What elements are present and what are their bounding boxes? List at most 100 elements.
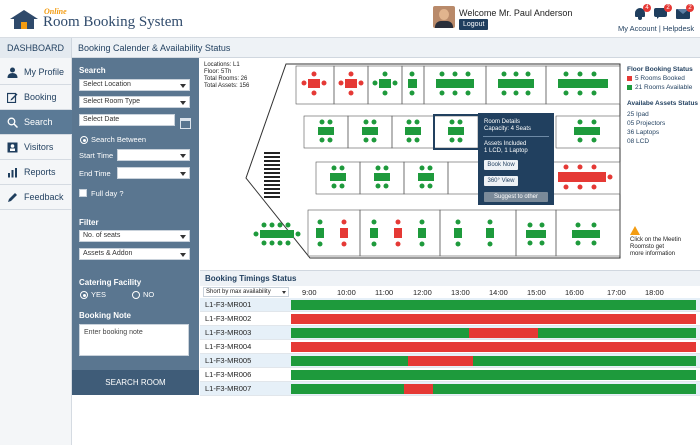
floor-booking-status-title: Floor Booking Status [627, 66, 693, 73]
sidebar-item-booking[interactable]: Booking [0, 85, 72, 110]
end-time-select[interactable] [117, 167, 190, 179]
legend-available-label: 21 Rooms Available [635, 84, 693, 91]
app-header: Online Room Booking System Welcome Mr. P… [0, 0, 700, 38]
timing-row[interactable]: L1-F3-MR001 [200, 298, 700, 312]
search-between-label: Search Between [91, 135, 147, 144]
avatar[interactable] [433, 6, 455, 28]
room-code: L1-F3-MR006 [205, 370, 252, 379]
timing-row[interactable]: L1-F3-MR006 [200, 368, 700, 382]
time-tick: 10:00 [337, 288, 356, 297]
asset-projectors: 05 Projectors [627, 120, 666, 127]
room-type-select[interactable]: Select Room Type [79, 96, 190, 108]
assets-select[interactable]: Assets & Addon [79, 248, 190, 260]
timing-row[interactable]: L1-F3-MR002 [200, 312, 700, 326]
book-now-button[interactable]: Book Now [484, 160, 518, 170]
available-segment[interactable] [291, 370, 696, 380]
sort-select[interactable]: Short by max availability [203, 287, 289, 297]
start-time-label: Start Time [79, 151, 114, 160]
timing-bar[interactable] [291, 342, 696, 352]
start-time-select[interactable] [117, 149, 190, 161]
date-input[interactable]: Select Date [79, 114, 175, 126]
timing-bar[interactable] [291, 300, 696, 310]
dashboard-label[interactable]: DASHBOARD [0, 38, 72, 58]
sidebar-item-reports[interactable]: Reports [0, 160, 72, 185]
timing-bar[interactable] [291, 384, 696, 394]
app-logo[interactable]: Online Room Booking System [10, 6, 183, 32]
available-segment[interactable] [473, 356, 696, 366]
mail-icon[interactable]: 2 [676, 4, 694, 20]
sidebar-item-search[interactable]: Search [0, 110, 72, 135]
mail-badge: 2 [686, 4, 694, 12]
available-segment[interactable] [291, 300, 696, 310]
room-code: L1-F3-MR007 [205, 384, 252, 393]
booking-timings-title: Booking Timings Status [205, 274, 297, 283]
warning-line: Roomsto get [630, 244, 665, 250]
catering-yes-radio[interactable] [80, 291, 88, 299]
booked-segment[interactable] [291, 342, 696, 352]
timing-row[interactable]: L1-F3-MR005 [200, 354, 700, 368]
calendar-icon[interactable] [180, 118, 191, 129]
sidebar-item-feedback[interactable]: Feedback [0, 185, 72, 210]
sidebar-item-label: Search [24, 117, 53, 127]
available-segment[interactable] [291, 384, 405, 394]
sidebar-item-visitors[interactable]: Visitors [0, 135, 72, 160]
timing-bar[interactable] [291, 328, 696, 338]
sidebar-item-label: Reports [24, 167, 56, 177]
seats-select[interactable]: No. of seats [79, 230, 190, 242]
available-segment[interactable] [538, 328, 696, 338]
timing-row[interactable]: L1-F3-MR004 [200, 340, 700, 354]
timing-row[interactable]: L1-F3-MR003 [200, 326, 700, 340]
time-tick: 12:00 [413, 288, 432, 297]
catering-section-title: Catering Facility [79, 278, 142, 287]
sidebar-item-label: Booking [24, 92, 57, 102]
chevron-down-icon [180, 253, 186, 257]
full-day-checkbox[interactable] [79, 189, 87, 197]
logo-online-text: Online [44, 7, 67, 16]
view-360-button[interactable]: 360° View [484, 176, 518, 186]
filter-section-title: Filter [79, 218, 99, 227]
timing-bar[interactable] [291, 314, 696, 324]
user-icon [7, 67, 18, 78]
room-details-title: Room Details [484, 119, 521, 125]
timing-bar[interactable] [291, 356, 696, 366]
booking-note-input[interactable]: Enter booking note [79, 324, 189, 356]
asset-laptops: 36 Laptops [627, 129, 660, 136]
booked-segment[interactable] [469, 328, 539, 338]
search-between-radio[interactable] [80, 136, 88, 144]
chat-icon-body [654, 8, 667, 17]
time-tick: 15:00 [527, 288, 546, 297]
floor-plan-map[interactable] [200, 58, 625, 270]
floor-info: Locations: L1 Floor: 5Th Total Rooms: 26… [204, 62, 249, 90]
timing-row[interactable]: L1-F3-MR007 [200, 382, 700, 396]
account-helpdesk-links[interactable]: My Account | Helpdesk [618, 24, 695, 33]
available-segment[interactable] [432, 384, 696, 394]
available-segment[interactable] [291, 328, 470, 338]
booked-segment[interactable] [404, 384, 433, 394]
asset-lcd: 08 LCD [627, 138, 650, 145]
sidebar-item-my-profile[interactable]: My Profile [0, 60, 72, 85]
chat-icon[interactable]: 2 [654, 4, 672, 20]
sidebar: My Profile Booking Search Visitors Repor… [0, 58, 72, 445]
room-type-select-value: Select Room Type [83, 98, 141, 105]
welcome-text: Welcome Mr. Paul Anderson [459, 8, 573, 18]
page-title: Booking Calender & Availability Status [78, 43, 231, 53]
floor-info-total-rooms: Total Rooms: 26 [204, 76, 248, 82]
chevron-down-icon [180, 235, 186, 239]
logo-window-shape [21, 22, 27, 29]
location-select[interactable]: Select Location [79, 79, 190, 91]
mail-icon-flap [677, 9, 689, 14]
suggest-to-other-button[interactable]: Suggest to other [484, 192, 548, 202]
logout-button[interactable]: Logout [459, 19, 489, 30]
booked-segment[interactable] [408, 356, 474, 366]
search-room-button[interactable]: SEARCH ROOM [72, 370, 199, 395]
legend-booked-label: 5 Rooms Booked [635, 75, 685, 82]
available-segment[interactable] [291, 356, 409, 366]
floor-info-floor: Floor: 5Th [204, 69, 232, 75]
timing-bar[interactable] [291, 370, 696, 380]
floor-info-total-assets: Total Assets: 156 [204, 83, 250, 89]
booked-segment[interactable] [291, 314, 696, 324]
end-time-label: End Time [79, 169, 111, 178]
bell-icon[interactable]: 4 [633, 4, 651, 20]
catering-yes-label: YES [91, 290, 107, 299]
catering-no-radio[interactable] [132, 291, 140, 299]
